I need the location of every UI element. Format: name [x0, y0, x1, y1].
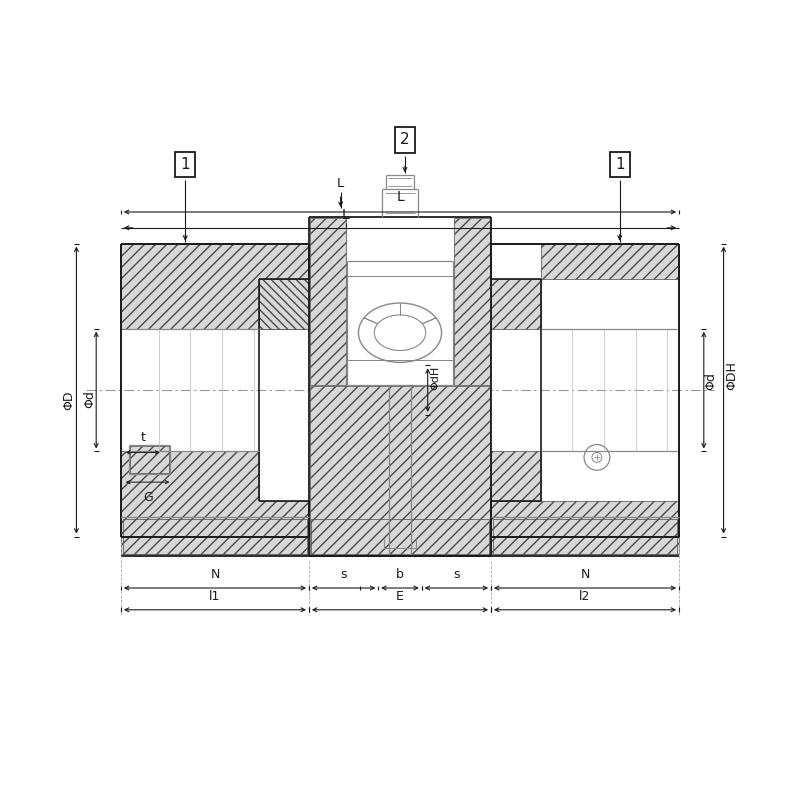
Polygon shape [311, 518, 489, 554]
Polygon shape [491, 537, 679, 554]
Polygon shape [491, 451, 541, 501]
Text: Φd: Φd [704, 372, 718, 390]
Text: Φd: Φd [82, 390, 96, 408]
Polygon shape [123, 518, 307, 554]
Polygon shape [310, 386, 490, 555]
Text: L: L [396, 190, 404, 204]
Polygon shape [454, 218, 490, 385]
Text: 2: 2 [400, 132, 410, 147]
Polygon shape [130, 446, 170, 474]
Polygon shape [121, 244, 309, 329]
Polygon shape [491, 244, 679, 329]
Text: G: G [142, 491, 153, 504]
Text: L: L [337, 178, 344, 190]
Text: 1: 1 [615, 157, 625, 172]
Text: N: N [580, 568, 590, 581]
Text: l2: l2 [579, 590, 590, 603]
Polygon shape [121, 537, 309, 554]
Text: E: E [396, 590, 404, 603]
Text: ΦdH: ΦdH [430, 366, 441, 390]
Polygon shape [310, 218, 346, 385]
Text: 1: 1 [181, 157, 190, 172]
Polygon shape [121, 244, 309, 329]
Polygon shape [493, 518, 677, 554]
Polygon shape [491, 501, 679, 537]
Polygon shape [121, 451, 309, 537]
Text: t: t [140, 430, 145, 443]
Text: ΦD: ΦD [62, 390, 75, 410]
Text: s: s [453, 568, 460, 581]
Text: s: s [340, 568, 347, 581]
Text: L: L [342, 208, 350, 222]
Text: b: b [396, 568, 404, 581]
Text: ΦDH: ΦDH [725, 362, 738, 390]
Text: l1: l1 [210, 590, 221, 603]
Text: N: N [210, 568, 220, 581]
Polygon shape [121, 279, 309, 329]
